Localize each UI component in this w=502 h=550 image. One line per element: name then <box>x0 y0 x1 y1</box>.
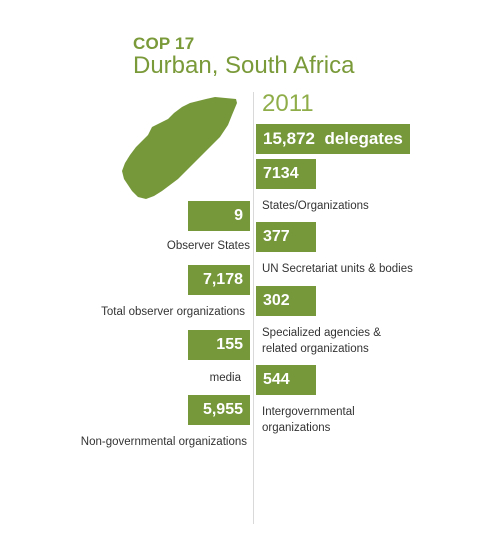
delegates-value: 15,872 <box>263 129 315 148</box>
ngo-value: 5,955 <box>188 395 250 425</box>
states-value: 7134 <box>256 159 316 189</box>
specialized-label-line1: Specialized agencies & <box>262 327 381 339</box>
total-observer-value: 7,178 <box>188 265 250 295</box>
year-label: 2011 <box>262 90 314 117</box>
total-observer-label: Total observer organizations <box>101 306 245 318</box>
specialized-label-line2: related organizations <box>262 343 369 355</box>
observer-states-value: 9 <box>188 201 250 231</box>
intergovernmental-label-line1: Intergovernmental <box>262 406 355 418</box>
observer-states-label: Observer States <box>166 240 250 252</box>
intergovernmental-label-line2: organizations <box>262 422 331 434</box>
media-label: media <box>209 372 241 384</box>
delegates-label: delegates <box>324 129 403 148</box>
region-map-icon <box>122 97 237 199</box>
media-value: 155 <box>188 330 250 360</box>
un-secretariat-label: UN Secretariat units & bodies <box>262 263 413 275</box>
specialized-value: 302 <box>256 286 316 316</box>
center-divider <box>253 92 254 524</box>
un-secretariat-value: 377 <box>256 222 316 252</box>
delegates-box: 15,872 delegates <box>256 124 410 154</box>
intergovernmental-value: 544 <box>256 365 316 395</box>
event-title: COP 17 <box>133 34 195 53</box>
location-title: Durban, South Africa <box>133 52 355 79</box>
states-label: States/Organizations <box>262 200 369 212</box>
ngo-label: Non-governmental organizations <box>80 436 247 448</box>
